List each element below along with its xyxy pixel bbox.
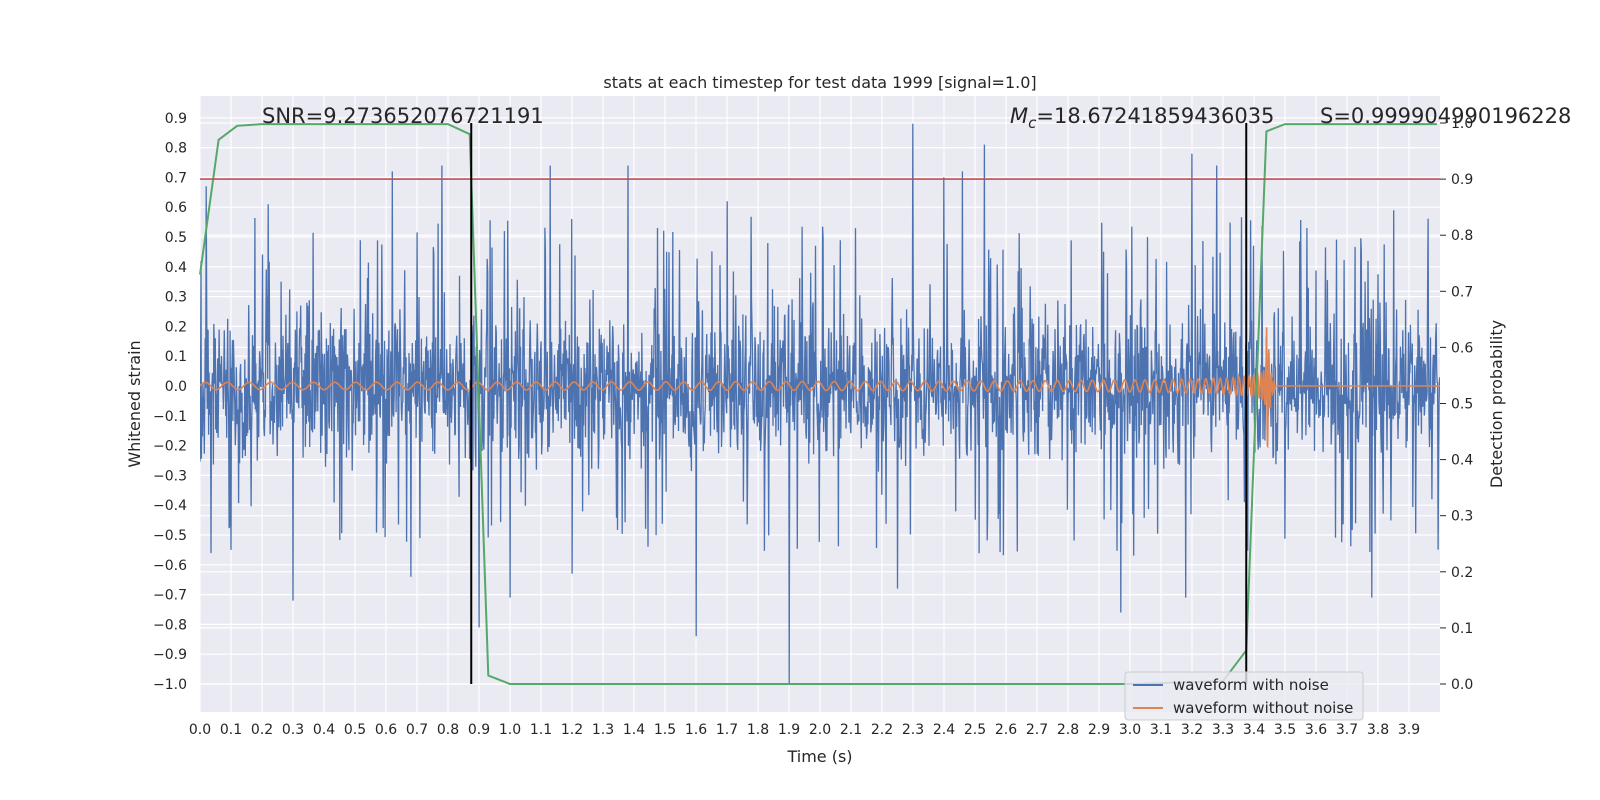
x-tick-label: 3.8 <box>1367 722 1389 738</box>
x-tick-label: 0.0 <box>189 722 211 738</box>
y2-tick-label: 0.9 <box>1451 172 1473 188</box>
chirp-mass-subscript: c <box>1028 114 1037 132</box>
x-tick-label: 1.4 <box>623 722 645 738</box>
x-tick-label: 3.5 <box>1274 722 1296 738</box>
x-tick-label: 1.5 <box>654 722 676 738</box>
x-tick-label: 0.7 <box>406 722 428 738</box>
x-tick-label: 3.6 <box>1305 722 1327 738</box>
x-tick-label: 1.6 <box>685 722 707 738</box>
x-tick-label: 0.1 <box>220 722 242 738</box>
legend-box <box>1124 671 1364 721</box>
x-tick-label: 2.4 <box>933 722 955 738</box>
x-tick-label: 3.2 <box>1181 722 1203 738</box>
x-tick-label: 0.9 <box>468 722 490 738</box>
y2-axis-ticks: 1.0 0.9 0.8 0.7 0.6 0.5 0.4 0.3 0.2 0.1 0.0 <box>1440 116 1473 693</box>
y2-tick-label: 0.0 <box>1451 677 1473 693</box>
y2-tick-label: 0.1 <box>1451 621 1473 637</box>
x-tick-label: 0.2 <box>251 722 273 738</box>
x-tick-label: 1.2 <box>561 722 583 738</box>
y-tick-label: −0.8 <box>153 617 187 633</box>
y-tick-label: 0.7 <box>165 170 187 186</box>
y-tick-label: 0.5 <box>165 230 187 246</box>
y2-tick-label: 0.8 <box>1451 228 1473 244</box>
y-tick-label: 0.2 <box>165 319 187 335</box>
x-tick-label: 2.3 <box>902 722 924 738</box>
y-tick-label: 0.8 <box>165 141 187 157</box>
detection-probability-line <box>199 123 1437 685</box>
x-tick-label: 2.7 <box>1026 722 1048 738</box>
legend-label-clean: waveform without noise <box>1173 699 1353 717</box>
legend: waveform with noise waveform without noi… <box>1124 671 1364 721</box>
x-tick-label: 2.6 <box>995 722 1017 738</box>
x-tick-label: 3.9 <box>1398 722 1420 738</box>
y-axis-label: Whitened strain <box>125 340 144 467</box>
series-waveform-without-noise <box>200 327 1440 449</box>
chirp-mass-symbol: M <box>1010 104 1028 128</box>
y-tick-label: −0.4 <box>153 498 187 514</box>
y-tick-label: 0.0 <box>165 379 187 395</box>
x-tick-label: 3.3 <box>1212 722 1234 738</box>
y-tick-label: −0.7 <box>153 588 187 604</box>
y2-tick-label: 0.4 <box>1451 453 1473 469</box>
x-tick-label: 1.8 <box>747 722 769 738</box>
x-axis-ticks: 0.0 0.1 0.2 0.3 0.4 0.5 0.6 0.7 0.8 0.9 1.0 1.1 1.2 1… <box>189 722 1420 738</box>
x-tick-label: 1.7 <box>716 722 738 738</box>
y-tick-label: 0.3 <box>165 290 187 306</box>
x-tick-label: 2.5 <box>964 722 986 738</box>
y2-tick-label: 1.0 <box>1451 116 1473 132</box>
y-axis-ticks: 0.9 0.8 0.7 0.6 0.5 0.4 0.3 0.2 0.1 0.0 −0.1 −0.2 −0… <box>153 111 187 693</box>
y2-axis-label: Detection probability <box>1487 320 1506 488</box>
y-tick-label: −0.2 <box>153 439 187 455</box>
score-annotation: S=0.999904990196228 <box>1320 104 1571 128</box>
x-tick-label: 0.4 <box>313 722 335 738</box>
clean-waveform-line <box>200 327 1440 449</box>
x-tick-label: 0.3 <box>282 722 304 738</box>
x-tick-label: 1.3 <box>592 722 614 738</box>
x-tick-label: 0.8 <box>437 722 459 738</box>
legend-label-noise: waveform with noise <box>1173 676 1329 694</box>
x-tick-label: 3.1 <box>1150 722 1172 738</box>
x-tick-label: 2.0 <box>809 722 831 738</box>
y2-tick-label: 0.7 <box>1451 284 1473 300</box>
x-tick-label: 3.0 <box>1119 722 1141 738</box>
series-waveform-with-noise <box>200 123 1440 685</box>
x-tick-label: 1.9 <box>778 722 800 738</box>
chirp-mass-annotation: Mc=18.67241859436035 <box>1010 104 1274 132</box>
chirp-mass-value: =18.67241859436035 <box>1036 104 1274 128</box>
x-tick-label: 3.7 <box>1336 722 1358 738</box>
x-tick-label: 2.8 <box>1057 722 1079 738</box>
y-tick-label: −0.6 <box>153 558 187 574</box>
y2-tick-label: 0.3 <box>1451 509 1473 525</box>
y-tick-label: −0.1 <box>153 409 187 425</box>
x-tick-label: 0.6 <box>375 722 397 738</box>
y2-tick-label: 0.2 <box>1451 565 1473 581</box>
y2-tick-label: 0.6 <box>1451 340 1473 356</box>
series-detection-probability <box>199 123 1437 685</box>
y-tick-label: −1.0 <box>153 677 187 693</box>
event-markers <box>470 123 1248 684</box>
x-tick-label: 2.9 <box>1088 722 1110 738</box>
x-tick-label: 1.0 <box>499 722 521 738</box>
x-tick-label: 1.1 <box>530 722 552 738</box>
y-tick-label: 0.4 <box>165 260 187 276</box>
y-tick-label: −0.9 <box>153 647 187 663</box>
noise-waveform-line <box>200 123 1440 685</box>
y-tick-label: −0.3 <box>153 468 187 484</box>
x-tick-label: 3.4 <box>1243 722 1265 738</box>
x-tick-label: 2.2 <box>871 722 893 738</box>
x-tick-label: 0.5 <box>344 722 366 738</box>
y-tick-label: 0.6 <box>165 200 187 216</box>
x-tick-label: 2.1 <box>840 722 862 738</box>
y-tick-label: 0.9 <box>165 111 187 127</box>
snr-annotation: SNR=9.273652076721191 <box>262 104 544 128</box>
y2-tick-label: 0.5 <box>1451 397 1473 413</box>
y-tick-label: −0.5 <box>153 528 187 544</box>
y-tick-label: 0.1 <box>165 349 187 365</box>
chart-title: stats at each timestep for test data 199… <box>603 73 1036 92</box>
x-axis-label: Time (s) <box>786 747 852 766</box>
